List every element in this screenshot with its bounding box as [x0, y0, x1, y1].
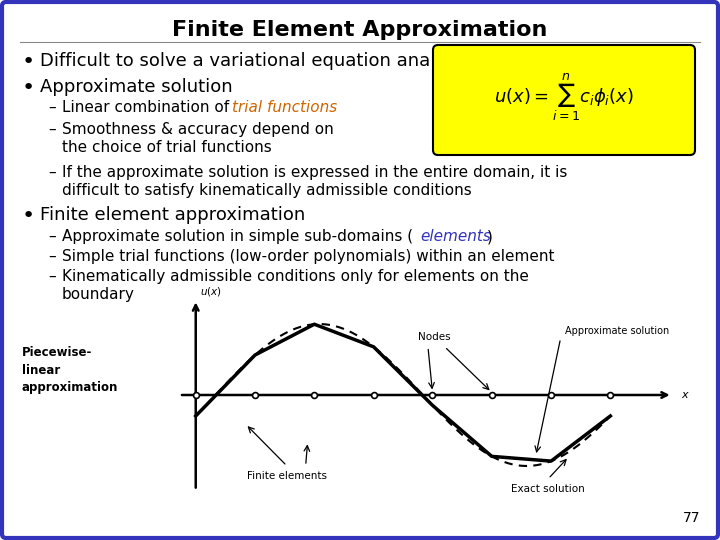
Text: difficult to satisfy kinematically admissible conditions: difficult to satisfy kinematically admis…	[62, 183, 472, 198]
Text: Nodes: Nodes	[418, 332, 451, 342]
Text: –: –	[48, 122, 55, 137]
Point	[427, 390, 438, 399]
Text: •: •	[22, 206, 35, 226]
Text: Approximate solution: Approximate solution	[564, 326, 669, 336]
Text: –: –	[48, 229, 55, 244]
Text: boundary: boundary	[62, 287, 135, 302]
Text: •: •	[22, 52, 35, 72]
Text: Finite Element Approximation: Finite Element Approximation	[172, 20, 548, 40]
Text: •: •	[22, 78, 35, 98]
Text: Difficult to solve a variational equation analytically: Difficult to solve a variational equatio…	[40, 52, 500, 70]
Text: Approximate solution: Approximate solution	[40, 78, 233, 96]
Text: –: –	[48, 269, 55, 284]
Text: the choice of trial functions: the choice of trial functions	[62, 140, 271, 155]
Point	[545, 390, 557, 399]
Text: –: –	[48, 165, 55, 180]
Point	[605, 390, 616, 399]
Text: $u(x)$: $u(x)$	[200, 285, 222, 298]
Text: $u(x) = \sum_{i=1}^{n} c_i \phi_i(x)$: $u(x) = \sum_{i=1}^{n} c_i \phi_i(x)$	[494, 71, 634, 123]
Point	[249, 390, 261, 399]
Point	[368, 390, 379, 399]
Point	[486, 390, 498, 399]
FancyBboxPatch shape	[433, 45, 695, 155]
Text: Exact solution: Exact solution	[511, 484, 585, 494]
Text: trial functions: trial functions	[232, 100, 337, 115]
Text: Simple trial functions (low-order polynomials) within an element: Simple trial functions (low-order polyno…	[62, 249, 554, 264]
Text: Finite elements: Finite elements	[247, 471, 327, 481]
Point	[190, 390, 202, 399]
Text: Smoothness & accuracy depend on: Smoothness & accuracy depend on	[62, 122, 334, 137]
Text: 77: 77	[683, 511, 700, 525]
Text: Kinematically admissible conditions only for elements on the: Kinematically admissible conditions only…	[62, 269, 529, 284]
Text: elements: elements	[420, 229, 491, 244]
Text: Linear combination of: Linear combination of	[62, 100, 234, 115]
Text: Piecewise-
linear
approximation: Piecewise- linear approximation	[22, 346, 118, 395]
Text: –: –	[48, 100, 55, 115]
Text: –: –	[48, 249, 55, 264]
Text: ): )	[487, 229, 493, 244]
Text: Finite element approximation: Finite element approximation	[40, 206, 305, 224]
Point	[309, 390, 320, 399]
Text: $x$: $x$	[681, 390, 690, 400]
Text: If the approximate solution is expressed in the entire domain, it is: If the approximate solution is expressed…	[62, 165, 567, 180]
Text: Approximate solution in simple sub-domains (: Approximate solution in simple sub-domai…	[62, 229, 413, 244]
